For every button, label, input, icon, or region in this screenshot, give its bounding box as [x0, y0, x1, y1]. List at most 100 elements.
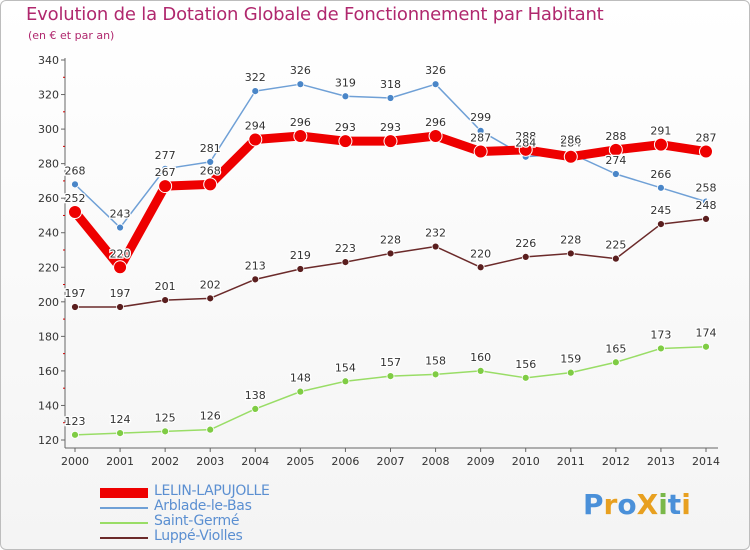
data-point: [386, 94, 395, 102]
x-tick-label: 2010: [512, 455, 540, 468]
data-point: [206, 158, 215, 166]
logo-letter: r: [603, 488, 618, 521]
data-label: 202: [200, 278, 221, 291]
data-label: 287: [470, 132, 491, 145]
data-point: [563, 149, 578, 164]
data-label: 267: [155, 166, 176, 179]
data-label: 220: [470, 247, 491, 260]
data-label: 252: [65, 192, 86, 205]
data-label: 277: [155, 149, 176, 162]
chart-title: Evolution de la Dotation Globale de Fonc…: [26, 4, 604, 25]
y-tick-label: 240: [38, 227, 59, 240]
data-point: [116, 223, 124, 232]
data-label: 126: [200, 410, 221, 423]
data-point: [428, 129, 443, 143]
data-label: 197: [65, 287, 86, 300]
data-label: 287: [696, 132, 717, 145]
data-point: [71, 303, 79, 311]
data-label: 286: [560, 133, 581, 146]
data-point: [206, 294, 215, 303]
data-point: [657, 183, 665, 192]
data-point: [657, 220, 665, 228]
data-label: 258: [696, 182, 717, 195]
data-label: 158: [425, 354, 446, 367]
data-label: 123: [65, 415, 86, 428]
data-label: 296: [290, 116, 311, 129]
data-label: 157: [380, 356, 401, 369]
logo-letter: P: [583, 488, 604, 521]
data-point: [158, 179, 173, 194]
data-label: 288: [605, 130, 626, 143]
data-point: [611, 254, 620, 263]
data-point: [71, 180, 79, 189]
chart-subtitle: (en € et par an): [28, 29, 115, 42]
data-label: 232: [425, 227, 446, 240]
x-tick-label: 2001: [106, 455, 134, 468]
data-point: [203, 177, 218, 192]
logo-letter: X: [636, 488, 659, 521]
proxiti-logo: ProXiti: [583, 488, 691, 521]
logo-letter: i: [681, 488, 691, 521]
data-label: 174: [696, 327, 717, 340]
data-point: [657, 344, 665, 353]
logo-letter: o: [617, 488, 637, 521]
data-label: 322: [245, 71, 266, 84]
data-label: 299: [470, 111, 491, 124]
data-label: 274: [605, 154, 626, 167]
data-label: 159: [560, 353, 581, 366]
data-point: [566, 249, 575, 258]
x-tick-label: 2013: [647, 455, 675, 468]
data-point: [296, 387, 305, 396]
data-point: [386, 249, 395, 258]
legend-swatch-arblade: [100, 507, 148, 509]
data-label: 156: [515, 358, 536, 371]
data-point: [653, 137, 668, 152]
legend-label: LELIN-LAPUJOLLE: [154, 483, 270, 499]
data-label: 125: [155, 411, 176, 424]
data-label: 223: [335, 242, 356, 255]
data-label: 220: [110, 247, 131, 260]
data-point: [71, 430, 79, 439]
data-point: [702, 197, 710, 206]
legend-label: Arblade-le-Bas: [154, 498, 252, 514]
data-label: 173: [650, 328, 671, 341]
x-tick-label: 2009: [467, 455, 495, 468]
data-label: 245: [650, 204, 671, 217]
data-point: [699, 144, 713, 159]
data-point: [251, 87, 260, 95]
data-point: [293, 129, 308, 143]
x-tick-label: 2014: [692, 455, 720, 468]
series-line-3: [74, 218, 707, 308]
data-point: [251, 275, 260, 284]
x-tick-label: 2004: [241, 455, 269, 468]
x-tick-label: 2005: [286, 455, 314, 468]
data-point: [608, 142, 623, 157]
data-label: 318: [380, 78, 401, 91]
y-tick-label: 220: [38, 261, 59, 274]
x-tick-label: 2003: [196, 455, 224, 468]
y-tick-label: 340: [38, 54, 59, 67]
data-label: 296: [425, 116, 446, 129]
x-tick-label: 2006: [331, 455, 359, 468]
y-tick-label: 320: [38, 89, 59, 102]
data-point: [521, 373, 530, 382]
data-label: 148: [290, 372, 311, 385]
legend-label: Luppé-Violles: [154, 528, 243, 544]
data-point: [518, 142, 533, 157]
y-tick-label: 140: [38, 399, 59, 412]
data-label: 160: [470, 351, 491, 364]
data-point: [206, 425, 215, 434]
y-tick-label: 200: [38, 296, 59, 309]
data-point: [702, 215, 710, 223]
data-point: [473, 144, 488, 159]
data-label: 293: [380, 121, 401, 134]
data-point: [431, 242, 440, 251]
data-label: 291: [650, 125, 671, 138]
y-tick-label: 260: [38, 192, 59, 205]
x-tick-label: 2011: [557, 455, 585, 468]
data-point: [566, 368, 575, 377]
y-tick-label: 160: [38, 365, 59, 378]
x-tick-label: 2012: [602, 455, 630, 468]
